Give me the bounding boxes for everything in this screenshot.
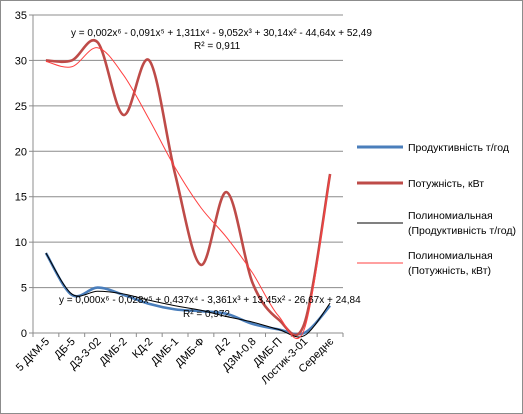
legend-item-produktyvnist: Продуктивність т/год (357, 142, 509, 154)
trendline-0 (45, 252, 331, 338)
x-tick-label: ДМБ-2 (97, 336, 129, 368)
legend-label-trend-produktyvnist-line2: (Продуктивність т/год) (408, 225, 516, 237)
annotations: y = 0,002x⁶ - 0,091x⁵ + 1,311x⁴ - 9,052x… (59, 28, 372, 320)
legend-label-trend-produktyvnist: Полиномиальная (Продуктивність т/год) (408, 210, 516, 237)
series-lines (44, 39, 332, 339)
equation-potuzhnist: y = 0,002x⁶ - 0,091x⁵ + 1,311x⁴ - 9,052x… (71, 28, 372, 39)
legend-label-trend-potuzhnist-line2: (Потужність, кВт) (408, 265, 491, 277)
y-tick-label: 35 (15, 10, 27, 22)
legend-item-trend-potuzhnist: Полиномиальная (Потужність, кВт) (357, 250, 496, 277)
trendline-1 (45, 47, 331, 339)
y-tick-label: 20 (15, 146, 27, 158)
y-tick-label: 30 (15, 55, 27, 67)
y-tick-label: 10 (15, 237, 27, 249)
equation-produktyvnist: y = 0,000x⁶ - 0,028x⁵ + 0,437x⁴ - 3,361x… (59, 295, 361, 306)
legend-item-potuzhnist: Потужність, кВт (357, 178, 484, 190)
x-tick-label: ДМБ-Ф (173, 336, 207, 370)
legend-label-trend-produktyvnist-line1: Полиномиальная (408, 210, 493, 222)
gridlines (33, 14, 343, 289)
y-axis-ticks: 0 5 10 15 20 25 30 35 (15, 10, 27, 340)
y-tick-label: 5 (21, 283, 27, 295)
x-tick-label: Д-2 (212, 336, 233, 357)
r2-produktyvnist: R² = 0,972 (183, 309, 230, 320)
legend-item-trend-produktyvnist: Полиномиальная (Продуктивність т/год) (357, 210, 516, 237)
legend-label-trend-potuzhnist-line1: Полиномиальная (408, 250, 493, 262)
y-tick-label: 25 (15, 101, 27, 113)
legend-label-potuzhnist: Потужність, кВт (408, 178, 484, 190)
x-tick-label: 5 ДКМ-5 (14, 336, 52, 374)
axes (29, 14, 344, 337)
legend-label-trend-potuzhnist: Полиномиальная (Потужність, кВт) (408, 250, 496, 277)
legend: Продуктивність т/год Потужність, кВт Пол… (357, 142, 516, 277)
legend-label-produktyvnist: Продуктивність т/год (408, 142, 509, 154)
y-tick-label: 0 (21, 328, 27, 340)
r2-potuzhnist: R² = 0,911 (194, 41, 241, 52)
y-tick-label: 15 (15, 192, 27, 204)
